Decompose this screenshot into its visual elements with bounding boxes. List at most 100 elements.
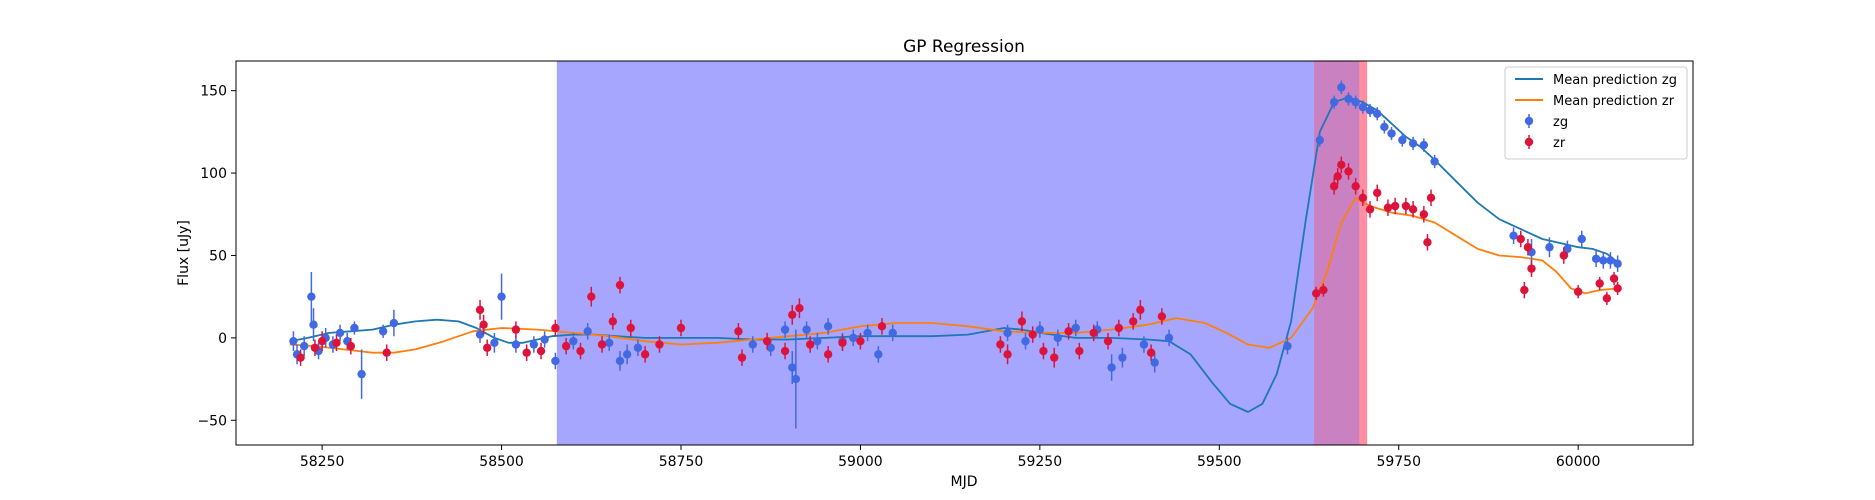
zg-point — [605, 338, 614, 348]
zg-point — [1071, 323, 1080, 333]
zr-point — [626, 323, 635, 333]
zg-point — [511, 340, 521, 349]
zg-point — [1599, 256, 1608, 265]
zr-point — [1520, 285, 1529, 295]
zr-point — [805, 340, 815, 349]
zr-point — [1344, 167, 1353, 176]
x-tick-label: 59750 — [1376, 454, 1421, 470]
zg-point — [309, 320, 318, 329]
legend-label: Mean prediction zg — [1553, 73, 1677, 88]
zg-point — [1387, 129, 1396, 138]
x-axis-label: MJD — [951, 474, 978, 490]
zr-point — [795, 304, 804, 313]
shaded-region — [556, 61, 1315, 445]
zr-point — [561, 341, 571, 351]
shaded-regions — [556, 61, 1368, 445]
zg-point — [748, 340, 757, 349]
x-tick-label: 58500 — [479, 454, 524, 470]
zr-point — [1423, 238, 1432, 247]
zg-point — [1365, 106, 1375, 115]
zr-point — [1114, 323, 1124, 333]
zr-point — [1595, 279, 1604, 288]
zr-point — [996, 340, 1005, 349]
zr-point — [1408, 205, 1418, 214]
zr-point — [1573, 287, 1583, 296]
y-tick-label: 150 — [200, 84, 227, 100]
zr-point — [734, 327, 743, 336]
zg-point — [1613, 259, 1622, 268]
zr-point — [1311, 289, 1321, 298]
zg-point — [1337, 83, 1346, 92]
zr-point — [1372, 188, 1382, 198]
zr-point — [332, 338, 341, 348]
y-axis: −50 0 50 100 150 — [197, 84, 236, 429]
zr-point — [310, 343, 320, 352]
x-tick-label: 59000 — [838, 454, 883, 470]
zr-point — [1609, 274, 1619, 283]
zr-point — [1383, 203, 1393, 212]
zr-point — [1136, 305, 1145, 315]
zr-point — [1050, 353, 1059, 362]
plot-frame — [235, 60, 1694, 446]
plot-area — [235, 60, 1694, 446]
zr-point — [823, 350, 833, 359]
zr-point — [1613, 284, 1622, 293]
chart-title: GP Regression — [903, 37, 1025, 57]
zr-point — [1401, 201, 1411, 211]
zr-point — [780, 346, 790, 356]
zg-point — [357, 369, 366, 379]
zr-point — [1039, 346, 1048, 356]
zr-point — [587, 292, 596, 301]
zr-point — [788, 310, 797, 320]
zr-point — [1329, 182, 1339, 191]
zr-point — [856, 336, 865, 346]
zr-point — [1003, 350, 1012, 359]
zr-point — [1157, 312, 1167, 321]
zr-point — [382, 348, 391, 357]
x-tick-label: 58250 — [300, 454, 345, 470]
zr-point — [1146, 348, 1156, 357]
zr-point — [1333, 172, 1342, 181]
zg-point — [1606, 256, 1615, 265]
zg-point — [1408, 139, 1418, 148]
zr-point — [608, 317, 618, 326]
zr-point — [838, 338, 847, 348]
zr-point — [877, 322, 887, 331]
legend-swatch — [1524, 116, 1534, 126]
zr-point — [676, 323, 686, 333]
legend-label: Mean prediction zr — [1553, 94, 1675, 109]
zg-point — [1591, 254, 1601, 263]
zg-point — [497, 292, 506, 301]
legend-label: zg — [1553, 115, 1568, 130]
zg-point — [1358, 102, 1368, 112]
zg-point — [1380, 122, 1389, 132]
zg-point — [633, 343, 643, 352]
zg-point — [583, 327, 592, 336]
zg-point — [1577, 234, 1586, 244]
zg-point — [1372, 109, 1382, 118]
zg-point — [1430, 157, 1439, 166]
zr-point — [1028, 330, 1037, 339]
zr-point — [511, 325, 521, 334]
zg-point — [888, 328, 897, 338]
zg-point — [849, 333, 858, 343]
x-tick-label: 60000 — [1556, 454, 1601, 470]
zg-point — [823, 322, 833, 331]
zr-point — [1358, 193, 1368, 202]
zr-point — [522, 348, 531, 357]
zr-point — [317, 336, 327, 346]
zr-point — [1017, 317, 1027, 326]
zr-point — [655, 340, 664, 349]
zg-point — [791, 374, 801, 384]
zg-point — [1035, 325, 1045, 334]
legend-label: zr — [1553, 136, 1566, 151]
zg-point — [766, 343, 775, 352]
zr-point — [1351, 182, 1360, 191]
zg-point — [299, 341, 309, 351]
zg-point — [1021, 336, 1030, 346]
zr-point — [640, 350, 650, 359]
zg-point — [622, 350, 632, 359]
zg-point — [551, 356, 560, 366]
zg-point — [863, 328, 872, 338]
